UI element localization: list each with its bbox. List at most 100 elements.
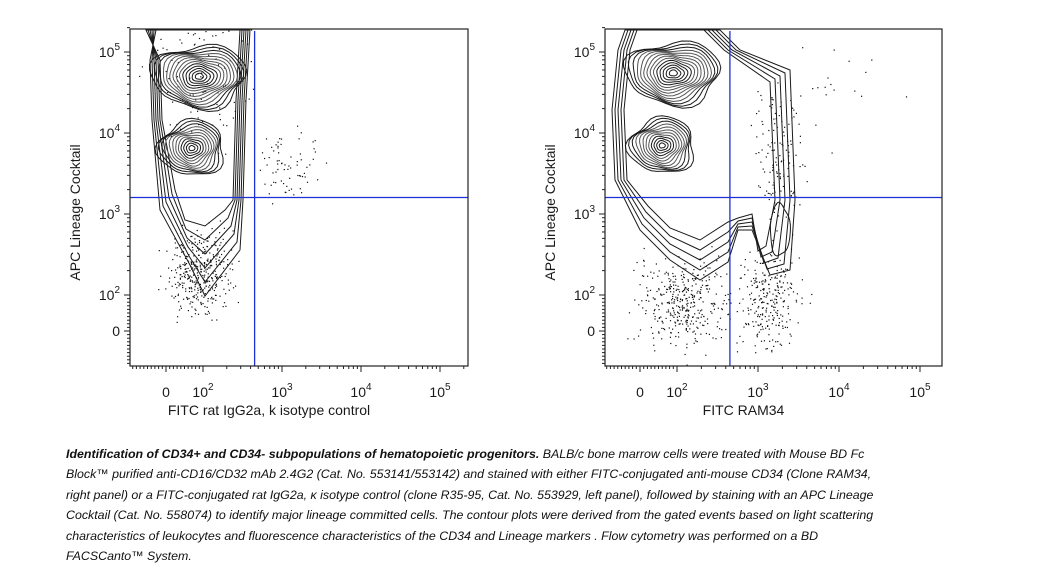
event-dot [299, 153, 301, 155]
event-dot [758, 185, 760, 187]
event-dot [751, 303, 754, 305]
contour-envelope [147, 29, 243, 241]
event-dot [199, 289, 201, 291]
event-dot [177, 61, 179, 64]
event-dot [764, 194, 766, 196]
event-dot [700, 316, 702, 318]
event-dot [212, 280, 214, 282]
event-dot [770, 194, 772, 196]
event-dot [195, 259, 197, 261]
event-dot [670, 279, 672, 281]
event-dot [787, 313, 790, 315]
event-dot [194, 313, 196, 315]
event-dot [714, 276, 716, 278]
y-tick-exponent: 4 [114, 123, 120, 134]
event-dot [792, 107, 794, 109]
event-dot [752, 321, 754, 323]
event-dot [693, 295, 696, 297]
event-dot [772, 99, 774, 101]
event-dot [300, 159, 302, 161]
event-dot [710, 311, 712, 313]
event-dot [174, 238, 176, 240]
event-dot [654, 298, 656, 300]
event-dot [688, 296, 690, 298]
event-dot [767, 192, 769, 194]
event-dot [313, 148, 315, 150]
event-dot [769, 254, 772, 256]
event-dot [759, 299, 761, 301]
event-dot [673, 310, 675, 312]
event-dot [661, 303, 663, 305]
event-dot [658, 317, 660, 319]
event-dot [200, 234, 202, 236]
event-dot [683, 289, 685, 292]
event-dot [208, 312, 210, 314]
event-dot [779, 259, 781, 262]
event-dot [184, 257, 187, 259]
y-tick-base: 10 [99, 206, 115, 222]
event-dot [768, 198, 770, 201]
event-dot [766, 320, 768, 322]
event-dot [782, 306, 784, 308]
event-dot [680, 320, 682, 322]
event-dot [686, 319, 688, 322]
event-dot [215, 258, 217, 260]
event-dot [674, 321, 676, 323]
event-dot [772, 239, 774, 242]
event-dot [755, 310, 757, 312]
event-dot [203, 241, 205, 243]
event-dot [198, 249, 200, 251]
event-dot [790, 140, 792, 142]
event-dot [786, 326, 788, 329]
event-dot [756, 261, 758, 263]
event-dot [201, 295, 203, 297]
event-dot [210, 298, 212, 300]
event-dot [208, 286, 210, 288]
event-dot [768, 283, 770, 285]
event-dot [299, 175, 302, 177]
event-dot [783, 135, 785, 137]
event-dot [751, 284, 753, 286]
y-tick-label: 103 [99, 204, 121, 222]
y-tick-label: 102 [574, 285, 596, 303]
event-dot [179, 277, 181, 279]
event-dot [686, 305, 688, 307]
event-dot [699, 258, 701, 260]
contours [145, 29, 251, 297]
event-dot [203, 263, 206, 265]
event-dot [771, 299, 773, 301]
event-dot [180, 21, 181, 22]
event-dot [778, 324, 780, 326]
event-dot [645, 299, 647, 302]
event-dot [219, 295, 221, 297]
event-dot [780, 286, 782, 288]
event-dot [693, 330, 695, 332]
event-dot [277, 168, 279, 171]
event-dot [174, 295, 177, 298]
event-dot [675, 284, 677, 286]
event-dot [681, 309, 683, 311]
event-dot [192, 301, 194, 303]
event-dot [197, 292, 199, 294]
event-dot [779, 343, 781, 345]
event-dot [300, 132, 302, 134]
event-dot [774, 289, 776, 291]
event-dot [183, 247, 185, 249]
event-dot [748, 313, 750, 315]
contour-line [161, 123, 219, 173]
event-dot [706, 288, 708, 290]
event-dot [777, 82, 779, 84]
event-dot [188, 276, 191, 278]
event-dot [773, 309, 775, 311]
event-dot [706, 285, 708, 287]
event-dot [194, 281, 196, 283]
event-dot [779, 173, 781, 175]
event-dot [763, 340, 765, 342]
event-dot [776, 164, 778, 166]
event-dot [721, 308, 723, 310]
event-dot [762, 280, 764, 282]
event-dot [687, 310, 690, 312]
event-dot [753, 325, 755, 327]
event-dot [241, 40, 243, 42]
event-dot [726, 303, 728, 305]
